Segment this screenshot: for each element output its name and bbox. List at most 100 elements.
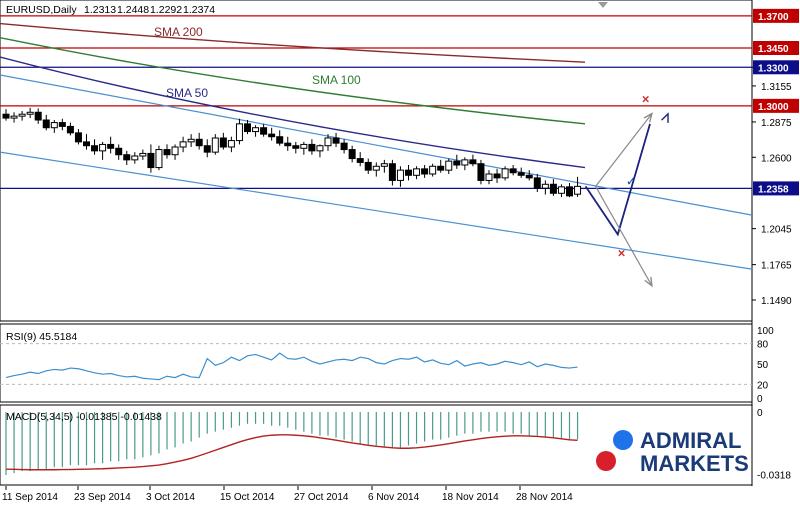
brand-logo: ADMIRAL MARKETS <box>596 428 749 476</box>
candle-body <box>549 183 557 194</box>
candle-body <box>163 149 171 156</box>
candle-body <box>235 123 243 142</box>
candle-body <box>203 145 211 153</box>
candle-body <box>66 125 74 134</box>
candle-body <box>557 186 565 194</box>
price-tick-label: 1.2045 <box>761 225 792 236</box>
candle <box>429 163 437 177</box>
candle-body <box>195 138 203 147</box>
channel-line-1 <box>0 151 753 270</box>
candle <box>179 136 187 153</box>
candle <box>244 120 251 135</box>
candle-body <box>405 169 412 176</box>
candle-body <box>517 172 525 176</box>
candle-body <box>445 160 453 171</box>
candle <box>131 152 139 164</box>
candle-body <box>252 127 260 133</box>
candle <box>324 134 332 151</box>
candle-body <box>50 122 58 129</box>
candle-body <box>340 142 348 151</box>
date-tick-label: 28 Nov 2014 <box>516 492 573 503</box>
candle-body <box>260 127 268 135</box>
candle <box>74 129 82 145</box>
rsi-tick-label: 20 <box>757 380 769 391</box>
candle <box>453 154 461 169</box>
candle <box>115 144 123 160</box>
projection-main <box>584 123 651 237</box>
level-box <box>753 8 799 23</box>
candle <box>437 159 445 173</box>
axis-layer: 1.3300 1.3155 1.2875 1.2600 1.2045 1.1765 1.14… <box>2 8 799 503</box>
rsi-label: RSI(9) 45.5184 <box>6 331 77 343</box>
price-tick-label: 1.3155 <box>761 82 792 93</box>
candle <box>485 170 493 185</box>
sma200-label: SMA 200 <box>154 25 203 39</box>
candle <box>292 141 300 154</box>
candle <box>26 107 34 119</box>
candle <box>42 114 50 131</box>
candle-body <box>300 143 308 149</box>
brand-line2: MARKETS <box>640 451 749 476</box>
candle <box>227 136 235 153</box>
candle-body <box>10 115 18 119</box>
candle <box>195 132 203 150</box>
candle <box>219 132 227 150</box>
candle-body <box>171 146 179 156</box>
candle-body <box>18 113 26 117</box>
candle-body <box>187 138 195 143</box>
brand-red-dot <box>596 451 616 471</box>
candle-body <box>461 159 469 166</box>
candle <box>107 136 115 154</box>
candle-body <box>34 111 42 121</box>
candle <box>541 180 549 195</box>
rsi-line <box>5 352 578 381</box>
candle-body <box>324 137 332 147</box>
candle-body <box>485 173 493 181</box>
candle-body <box>179 141 187 148</box>
candle <box>268 127 276 141</box>
candle <box>396 166 404 187</box>
candle <box>50 120 58 133</box>
candle <box>566 183 573 198</box>
candle-body <box>99 143 107 152</box>
candle-body <box>42 119 50 129</box>
candle-body <box>437 165 445 171</box>
candle-body <box>429 165 437 175</box>
candle <box>171 144 179 160</box>
candle <box>372 162 380 177</box>
candle <box>83 134 90 150</box>
marker-0: × <box>642 91 650 106</box>
candle <box>461 157 469 171</box>
candle <box>525 170 533 181</box>
candle <box>203 139 211 158</box>
candle <box>574 176 582 197</box>
candle-body <box>501 168 509 179</box>
candle <box>509 165 517 176</box>
candle <box>163 144 171 159</box>
candle <box>517 167 525 178</box>
macd-signal-line <box>5 434 578 471</box>
candle <box>147 144 155 173</box>
channel-line-0 <box>0 74 753 216</box>
candle <box>421 165 429 178</box>
candle <box>18 111 26 121</box>
candle-body <box>332 137 340 144</box>
candle <box>332 132 340 147</box>
candle <box>252 125 260 137</box>
chart-shift-marker[interactable] <box>598 2 608 8</box>
projection-scenario-arrow-0 <box>643 112 653 123</box>
candle <box>123 150 131 165</box>
candle <box>58 118 66 131</box>
symbol-header: EURUSD,Daily <box>6 4 77 16</box>
candle-body <box>139 152 147 157</box>
candle-body <box>58 122 66 127</box>
level-box <box>753 181 799 196</box>
candle-body <box>219 137 227 148</box>
macd-label: MACD(5,34,5) -0.01385 -0.01438 <box>6 411 162 423</box>
level-box-label: 1.3000 <box>758 102 789 113</box>
candle-body <box>74 132 82 143</box>
level-box <box>753 60 799 75</box>
candle <box>66 122 74 136</box>
